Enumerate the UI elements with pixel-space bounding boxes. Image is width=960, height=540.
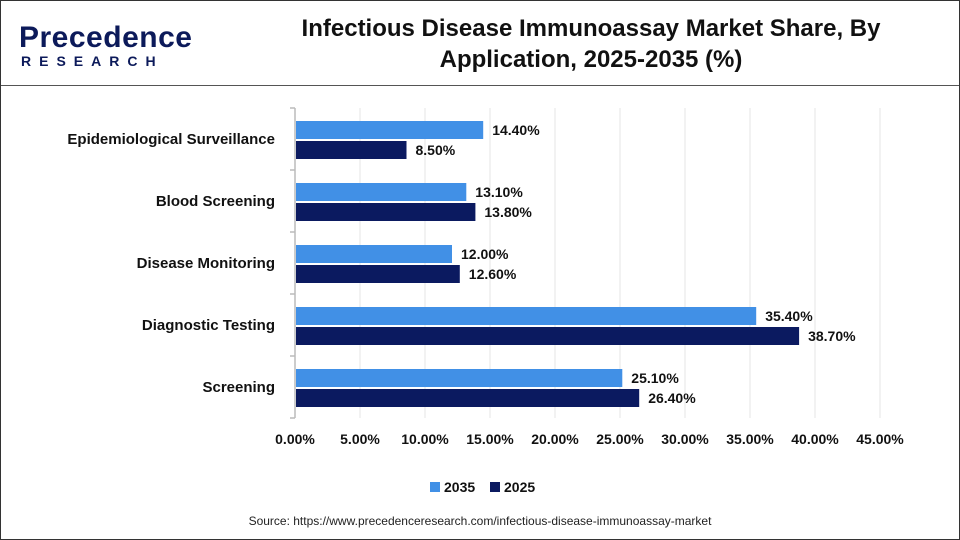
bar-2025 xyxy=(296,141,407,159)
x-tick-label: 5.00% xyxy=(340,431,380,447)
bar-2035 xyxy=(296,307,757,325)
x-tick-label: 40.00% xyxy=(791,431,839,447)
x-tick-label: 0.00% xyxy=(275,431,315,447)
category-label: Disease Monitoring xyxy=(137,255,275,272)
legend-swatch-2025 xyxy=(490,482,500,492)
x-tick-label: 20.00% xyxy=(531,431,579,447)
data-label: 26.40% xyxy=(648,390,696,406)
data-label: 25.10% xyxy=(631,370,679,386)
chart-title: Infectious Disease Immunoassay Market Sh… xyxy=(301,15,881,73)
category-label: Screening xyxy=(202,379,275,396)
bar-2025 xyxy=(296,203,476,221)
bar-2035 xyxy=(296,245,452,263)
bar-2035 xyxy=(296,369,623,387)
data-label: 12.00% xyxy=(461,246,509,262)
legend-label: 2025 xyxy=(504,479,535,495)
source-note: Source: https://www.precedenceresearch.c… xyxy=(248,514,712,528)
category-label: Epidemiological Surveillance xyxy=(67,131,275,148)
bar-2035 xyxy=(296,183,467,201)
legend-swatch-2035 xyxy=(430,482,440,492)
data-label: 38.70% xyxy=(808,328,856,344)
legend-label: 2035 xyxy=(444,479,475,495)
data-label: 35.40% xyxy=(765,308,813,324)
data-label: 8.50% xyxy=(416,142,456,158)
bar-2025 xyxy=(296,265,460,283)
x-tick-label: 45.00% xyxy=(856,431,904,447)
x-tick-label: 35.00% xyxy=(726,431,774,447)
x-tick-label: 25.00% xyxy=(596,431,644,447)
bar-2025 xyxy=(296,389,640,407)
category-label: Diagnostic Testing xyxy=(142,317,275,334)
header: Precedence RESEARCH Infectious Disease I… xyxy=(1,1,959,86)
bar-2025 xyxy=(296,327,800,345)
x-tick-label: 10.00% xyxy=(401,431,449,447)
precedence-research-logo: Precedence RESEARCH xyxy=(19,21,193,70)
x-tick-label: 15.00% xyxy=(466,431,514,447)
category-label: Blood Screening xyxy=(156,193,275,210)
x-tick-label: 30.00% xyxy=(661,431,709,447)
data-label: 13.10% xyxy=(475,184,523,200)
data-label: 12.60% xyxy=(469,266,517,282)
data-label: 13.80% xyxy=(484,204,532,220)
data-label: 14.40% xyxy=(492,122,540,138)
bar-2035 xyxy=(296,121,484,139)
